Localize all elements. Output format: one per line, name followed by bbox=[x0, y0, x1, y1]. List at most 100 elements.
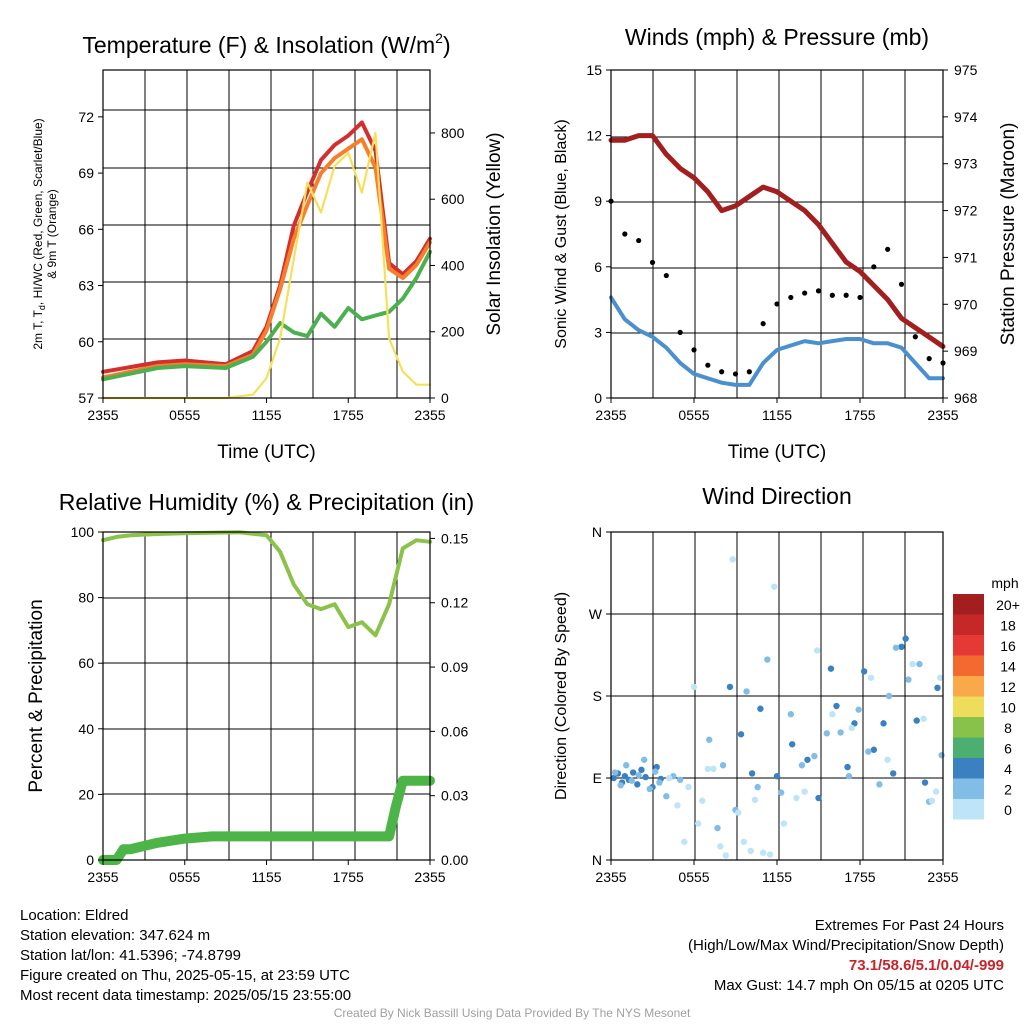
x-tick-label: 0555 bbox=[169, 869, 200, 885]
wind-direction-point bbox=[646, 785, 653, 793]
y-tick-label-left: 60 bbox=[78, 334, 94, 350]
x-tick-label: 2355 bbox=[87, 869, 118, 885]
wind-direction-point bbox=[690, 683, 698, 691]
wind-direction-point bbox=[938, 752, 945, 759]
wind-direction-point bbox=[652, 768, 659, 775]
panel-title: Temperature (F) & Insolation (W/m2) bbox=[82, 30, 450, 58]
gust-point bbox=[912, 334, 918, 340]
y-tick-label-right: 968 bbox=[954, 390, 978, 406]
y-axis-label-right: Solar Insolation (Yellow) bbox=[484, 132, 505, 335]
y-axis-label-left: Direction (Colored By Speed) bbox=[553, 592, 570, 800]
wind-direction-point bbox=[885, 692, 893, 700]
y-axis-label-right: Station Pressure (Maroon) bbox=[998, 123, 1019, 346]
wind-direction-point bbox=[823, 730, 830, 737]
panel-title: Relative Humidity (%) & Precipitation (i… bbox=[59, 489, 474, 515]
legend-label: 8 bbox=[1004, 720, 1012, 736]
y-tick-label-left: N bbox=[592, 524, 602, 540]
wind-direction-point bbox=[735, 809, 742, 816]
extremes-subheading: (High/Low/Max Wind/Precipitation/Snow De… bbox=[688, 937, 1004, 954]
plot-background bbox=[103, 70, 430, 398]
wind-direction-point bbox=[829, 711, 836, 718]
y-tick-label-right: 0 bbox=[441, 390, 449, 406]
panel-title: Winds (mph) & Pressure (mb) bbox=[625, 24, 929, 50]
wind-direction-point bbox=[617, 782, 624, 789]
y-tick-label-right: 974 bbox=[954, 109, 978, 125]
y-tick-label-right: 972 bbox=[954, 203, 978, 219]
x-tick-label: 1155 bbox=[251, 407, 281, 423]
wind-direction-point bbox=[844, 763, 851, 771]
y-tick-label-right: 0.06 bbox=[441, 723, 468, 739]
y-tick-label-left: 0 bbox=[594, 390, 602, 406]
wind-direction-point bbox=[860, 668, 868, 675]
wind-direction-point bbox=[916, 660, 923, 668]
wind-direction-point bbox=[934, 684, 941, 691]
x-tick-label: 2355 bbox=[87, 407, 118, 423]
wind-direction-point bbox=[771, 583, 778, 590]
legend-label: 20+ bbox=[996, 597, 1020, 613]
gust-point bbox=[829, 292, 835, 298]
wind-direction-point bbox=[656, 779, 663, 786]
extremes-info: Extremes For Past 24 Hours (High/Low/Max… bbox=[688, 916, 1004, 996]
wind-direction-point bbox=[870, 746, 878, 753]
wind-direction-point bbox=[905, 676, 912, 683]
y-tick-label-left: 57 bbox=[78, 390, 94, 406]
wind-direction-point bbox=[629, 769, 637, 776]
wind-direction-point bbox=[722, 852, 730, 859]
wind-direction-point bbox=[634, 781, 641, 788]
gust-point bbox=[719, 369, 725, 375]
legend-label: 14 bbox=[1000, 659, 1016, 675]
legend-label: 18 bbox=[1000, 618, 1016, 634]
legend-swatch bbox=[953, 799, 984, 820]
wind-direction-point bbox=[780, 820, 788, 827]
gust-point bbox=[663, 272, 669, 279]
x-tick-label: 1155 bbox=[762, 407, 792, 423]
gust-point bbox=[774, 301, 780, 307]
y-tick-label-left: W bbox=[589, 606, 603, 622]
y-tick-label-left: 60 bbox=[78, 655, 94, 671]
wind-direction-point bbox=[777, 789, 785, 796]
max-gust-text: Max Gust: 14.7 mph On 05/15 at 0205 UTC bbox=[713, 977, 1004, 994]
gust-point bbox=[746, 369, 752, 375]
wind-direction-point bbox=[813, 647, 821, 654]
legend-swatch bbox=[953, 696, 984, 717]
extremes-heading: Extremes For Past 24 Hours bbox=[814, 917, 1004, 934]
wind-direction-point bbox=[837, 729, 844, 736]
y-tick-label-right: 800 bbox=[441, 125, 465, 141]
wind-direction-point bbox=[751, 796, 759, 804]
legend-swatch bbox=[953, 778, 984, 799]
wind-direction-point bbox=[789, 741, 796, 748]
recent-text: Most recent data timestamp: 2025/05/15 2… bbox=[20, 987, 352, 1004]
x-tick-label: 2355 bbox=[595, 869, 626, 885]
wind-direction-point bbox=[848, 724, 855, 732]
credit-text: Created By Nick Bassill Using Data Provi… bbox=[333, 1006, 691, 1020]
gust-point bbox=[677, 329, 683, 335]
y-tick-label-right: 970 bbox=[954, 296, 978, 312]
wind-direction-point bbox=[638, 766, 645, 773]
legend-label: 16 bbox=[1000, 638, 1016, 654]
legend-label: 10 bbox=[1000, 700, 1016, 716]
gust-point bbox=[636, 237, 642, 244]
humidity-panel: 2355 0555 1155 1755 23550204060801000.000.03… bbox=[26, 489, 474, 885]
wind-direction-point bbox=[793, 794, 800, 802]
wind-direction-point bbox=[876, 781, 883, 788]
y-tick-label-left: 72 bbox=[78, 109, 94, 125]
wind-direction-point bbox=[611, 769, 619, 776]
wind-direction-point bbox=[909, 660, 916, 668]
wind-direction-point bbox=[898, 643, 905, 650]
wind-direction-point bbox=[766, 851, 774, 858]
wind-direction-point bbox=[892, 644, 900, 651]
y-tick-label-left: 69 bbox=[78, 165, 94, 181]
legend-label: 4 bbox=[1004, 761, 1012, 777]
y-tick-label-right: 973 bbox=[954, 156, 978, 172]
wind-direction-point bbox=[920, 715, 927, 722]
extremes-values: 73.1/58.6/5.1/0.04/-999 bbox=[848, 957, 1004, 974]
gust-point bbox=[649, 259, 656, 266]
wind-direction-point bbox=[706, 736, 713, 743]
dewpoint-line bbox=[101, 249, 432, 382]
wind-direction-point bbox=[865, 748, 872, 755]
humidity-line bbox=[101, 530, 432, 638]
y-tick-label-left: 15 bbox=[586, 62, 602, 78]
wind-direction-point bbox=[902, 635, 909, 642]
wind-direction-point bbox=[699, 797, 706, 804]
wind-direction-point bbox=[729, 556, 736, 563]
